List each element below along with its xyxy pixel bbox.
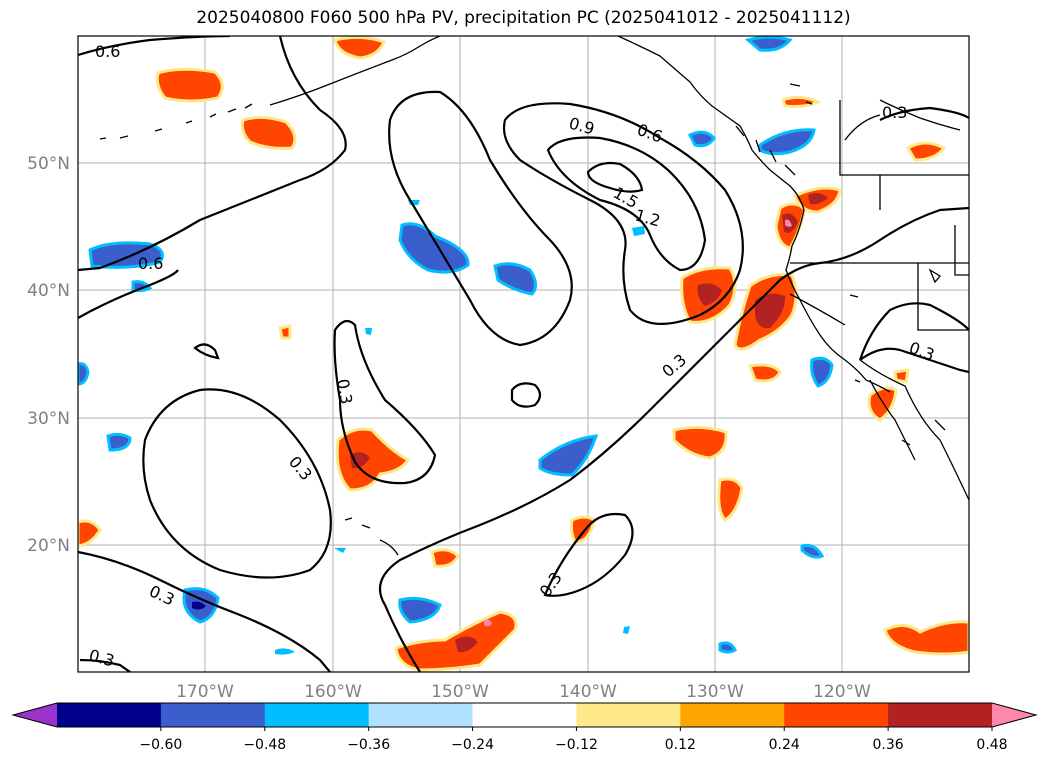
colorbar-tick-label: −0.24 (451, 737, 494, 753)
colorbar-extend-low (13, 703, 57, 727)
lon-label: 160°W (304, 682, 362, 702)
colorbar-tick-label: −0.60 (139, 737, 182, 753)
plot-title: 2025040800 F060 500 hPa PV, precipitatio… (196, 8, 851, 28)
colorbar-cell (472, 703, 577, 727)
contour-label: 0.3 (333, 377, 356, 405)
colorbar-tick-label: −0.48 (243, 737, 286, 753)
lat-label: 30°N (27, 409, 70, 429)
colorbar-cell (680, 703, 785, 727)
contour-label: 0.6 (95, 42, 120, 61)
colorbar-cell (160, 703, 266, 727)
contour-label: 0.6 (138, 254, 163, 273)
colorbar-tick-label: 0.12 (665, 737, 696, 753)
map-frame (77, 35, 970, 673)
precip-positive-shading (78, 36, 969, 672)
colorbar-outline (11, 702, 1038, 728)
colorbar-cell (784, 703, 889, 727)
colorbar-tick-label: 0.36 (873, 737, 904, 753)
colorbar-cell (576, 703, 681, 727)
colorbar-cell (368, 703, 474, 727)
lon-label: 150°W (431, 682, 489, 702)
colorbar-cell (888, 703, 993, 727)
lat-label: 20°N (27, 536, 70, 556)
colorbar-tick-label: 0.24 (769, 737, 800, 753)
lon-label: 130°W (686, 682, 744, 702)
coastlines (99, 36, 969, 556)
latitude-labels: 50°N 40°N 30°N 20°N (27, 154, 70, 556)
lat-label: 50°N (27, 154, 70, 174)
longitude-labels: 170°W 160°W 150°W 140°W 130°W 120°W (176, 682, 871, 702)
lat-label: 40°N (27, 281, 70, 301)
lon-label: 120°W (813, 682, 871, 702)
colorbar-extend-high (992, 703, 1036, 727)
colorbar-cell (264, 703, 370, 727)
colorbar-tick-label: −0.36 (347, 737, 390, 753)
pv-contours (78, 36, 969, 672)
lon-label: 170°W (176, 682, 234, 702)
colorbar-tick-label: 0.48 (976, 737, 1007, 753)
map-panel (78, 36, 969, 672)
contour-label: 0.3 (882, 103, 907, 122)
colorbar-cell (57, 703, 162, 727)
lon-label: 140°W (559, 682, 617, 702)
colorbar-tick-label: −0.12 (555, 737, 598, 753)
colorbar: −0.60 −0.48 −0.36 −0.24 −0.12 0.12 0.24 0.36 0.4… (11, 702, 1038, 753)
